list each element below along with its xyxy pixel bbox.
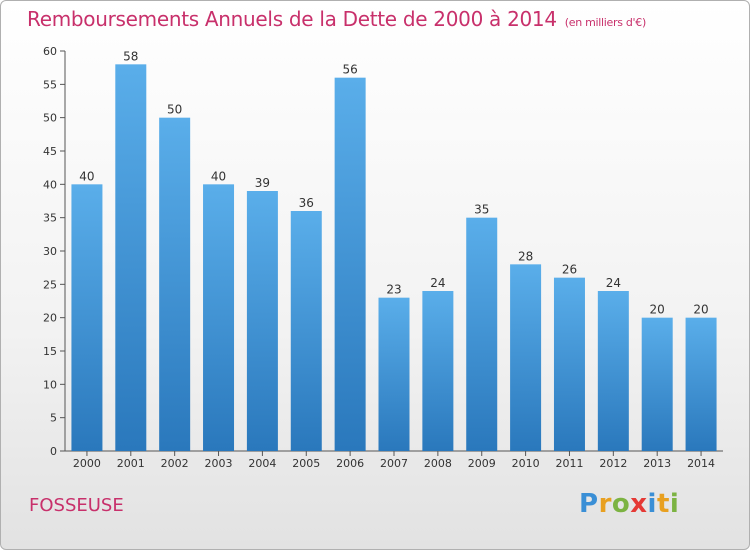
chart-title-text: Remboursements Annuels de la Dette de 20… xyxy=(27,7,557,31)
bar-2009[interactable] xyxy=(466,217,498,451)
bar-2003[interactable] xyxy=(203,184,235,452)
y-tick-label: 0 xyxy=(50,445,57,458)
y-tick-label: 35 xyxy=(43,212,57,225)
bar-2005[interactable] xyxy=(290,211,322,451)
city-name: FOSSEUSE xyxy=(29,495,124,516)
proxiti-logo[interactable]: Proxiti xyxy=(579,489,680,519)
x-tick-label: 2001 xyxy=(117,457,145,470)
x-tick-label: 2011 xyxy=(555,457,583,470)
x-tick-label: 2005 xyxy=(292,457,320,470)
bar-2013[interactable] xyxy=(641,317,673,451)
bar-value-label: 20 xyxy=(650,303,665,317)
x-tick-label: 2010 xyxy=(512,457,540,470)
y-tick-label: 25 xyxy=(43,278,57,291)
x-tick-label: 2003 xyxy=(205,457,233,470)
bar-2010[interactable] xyxy=(510,264,542,451)
chart-subtitle: (en milliers d'€) xyxy=(564,16,646,29)
bar-value-label: 56 xyxy=(342,63,357,77)
bar-2002[interactable] xyxy=(159,117,191,452)
bar-2000[interactable] xyxy=(71,184,103,452)
bar-2001[interactable] xyxy=(115,64,147,452)
chart-title: Remboursements Annuels de la Dette de 20… xyxy=(27,7,646,31)
x-tick-label: 2000 xyxy=(73,457,101,470)
x-tick-label: 2002 xyxy=(161,457,189,470)
y-tick-label: 10 xyxy=(43,378,57,391)
x-tick-label: 2004 xyxy=(248,457,276,470)
y-tick-label: 60 xyxy=(43,45,57,58)
y-tick-label: 15 xyxy=(43,345,57,358)
y-tick-label: 55 xyxy=(43,78,57,91)
bar-2014[interactable] xyxy=(685,317,717,451)
bar-value-label: 58 xyxy=(123,49,138,63)
x-tick-label: 2007 xyxy=(380,457,408,470)
axes-group: 0 5 10 15 20 25 30 35 40 45 50 55 60 2000 2001 2002 2003… xyxy=(43,45,723,470)
bar-value-label: 36 xyxy=(299,196,314,210)
bar-value-label: 24 xyxy=(430,276,445,290)
bar-2004[interactable] xyxy=(246,191,278,451)
bar-value-label: 24 xyxy=(606,276,621,290)
x-tick-label: 2006 xyxy=(336,457,364,470)
bar-value-label: 23 xyxy=(386,283,401,297)
y-tick-label: 45 xyxy=(43,145,57,158)
bar-value-label: 26 xyxy=(562,263,577,277)
x-tick-label: 2009 xyxy=(468,457,496,470)
bar-value-label: 40 xyxy=(211,169,226,183)
bars-group: 40 58 50 40 39 36 56 23 24 35 28 26 24 20 20 xyxy=(71,49,717,452)
bar-value-label: 20 xyxy=(693,303,708,317)
x-tick-label: 2012 xyxy=(599,457,627,470)
x-tick-label: 2014 xyxy=(687,457,715,470)
bar-value-label: 50 xyxy=(167,103,182,117)
bar-value-label: 40 xyxy=(79,169,94,183)
bar-2011[interactable] xyxy=(553,277,585,451)
y-tick-label: 50 xyxy=(43,112,57,125)
x-tick-label: 2008 xyxy=(424,457,452,470)
bar-2006[interactable] xyxy=(334,77,366,452)
y-tick-label: 30 xyxy=(43,245,57,258)
bar-2007[interactable] xyxy=(378,297,410,451)
y-tick-label: 20 xyxy=(43,312,57,325)
bar-value-label: 35 xyxy=(474,203,489,217)
bar-value-label: 39 xyxy=(255,176,270,190)
bar-value-label: 28 xyxy=(518,249,533,263)
y-tick-label: 40 xyxy=(43,178,57,191)
bar-2008[interactable] xyxy=(422,291,454,451)
y-tick-label: 5 xyxy=(50,412,57,425)
bar-2012[interactable] xyxy=(597,291,629,451)
x-tick-label: 2013 xyxy=(643,457,671,470)
